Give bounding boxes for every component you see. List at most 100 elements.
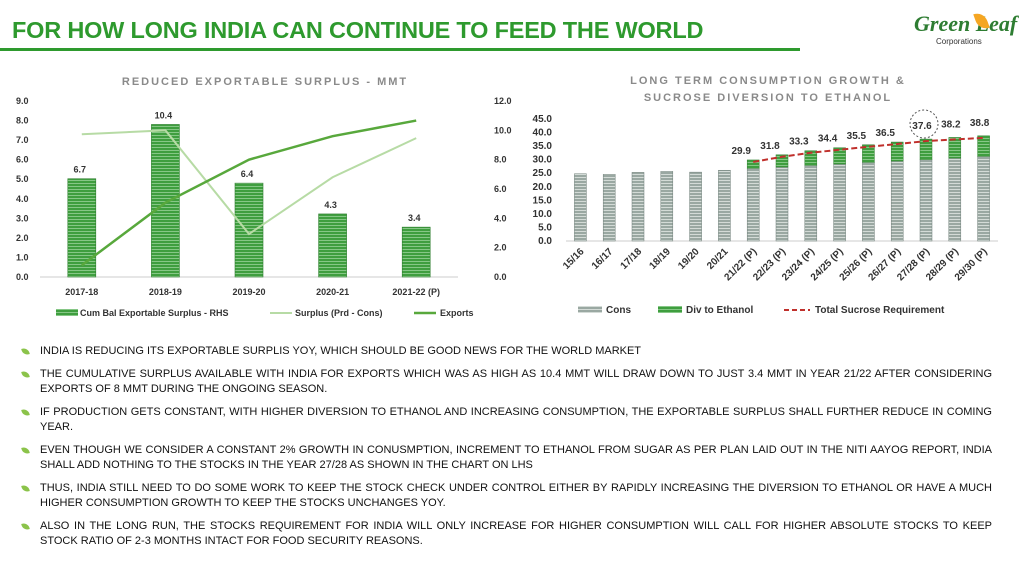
- bullet-text: THUS, INDIA STILL NEED TO DO SOME WORK T…: [40, 482, 992, 509]
- left-axis-tick: 7.0: [16, 135, 29, 145]
- commentary-list: INDIA IS REDUCING ITS EXPORTABLE SURPLIS…: [21, 344, 992, 557]
- ethanol-diversion-bar: [804, 150, 818, 166]
- y-axis-tick: 35.0: [533, 141, 553, 152]
- legend-swatch-cum-surplus: [56, 309, 78, 316]
- ethanol-diversion-bar: [919, 138, 933, 160]
- ethanol-diversion-bar: [862, 144, 875, 163]
- ethanol-diversion-bar: [890, 141, 904, 162]
- bullet-text: EVEN THOUGH WE CONSIDER A CONSTANT 2% GR…: [40, 444, 992, 471]
- cum-surplus-bar: [401, 226, 431, 278]
- total-requirement-label: 36.5: [875, 128, 895, 139]
- total-requirement-label: 38.8: [970, 118, 990, 129]
- right-axis-tick: 4.0: [494, 213, 507, 223]
- total-requirement-label: 33.3: [789, 137, 809, 148]
- total-requirement-label: 31.8: [760, 141, 780, 152]
- y-axis-tick: 0.0: [538, 236, 552, 247]
- x-category-label: 18/19: [647, 246, 673, 272]
- y-axis-tick: 30.0: [533, 155, 553, 166]
- logo-subtitle: Corporations: [936, 37, 982, 46]
- ethanol-diversion-bar: [746, 159, 760, 169]
- x-category-label: 2021-22 (P): [392, 287, 440, 297]
- consumption-growth-chart: LONG TERM CONSUMPTION GROWTH & SUCROSE D…: [533, 75, 998, 316]
- left-axis-tick: 2.0: [16, 233, 29, 243]
- left-axis-tick: 8.0: [16, 116, 29, 126]
- cum-surplus-bar-label: 10.4: [155, 110, 173, 120]
- leaf-bullet-icon: [21, 446, 30, 455]
- right-axis-tick: 12.0: [494, 96, 512, 106]
- y-axis-tick: 45.0: [533, 114, 553, 125]
- cum-surplus-bar: [67, 178, 97, 278]
- total-requirement-line: [753, 136, 984, 163]
- left-axis-tick: 0.0: [16, 272, 29, 282]
- right-axis-tick: 10.0: [494, 125, 512, 135]
- cons-bar: [574, 173, 587, 242]
- y-axis-tick: 20.0: [533, 182, 553, 193]
- cum-surplus-bar: [318, 213, 347, 278]
- cum-surplus-bar: [234, 182, 264, 278]
- leaf-bullet-icon: [21, 347, 30, 356]
- leaf-bullet-icon: [21, 408, 30, 417]
- cum-surplus-bar: [151, 124, 180, 278]
- y-axis-tick: 5.0: [538, 222, 552, 233]
- total-requirement-label: 38.2: [941, 119, 961, 130]
- left-axis-tick: 5.0: [16, 174, 29, 184]
- ethanol-diversion-bar: [977, 135, 990, 157]
- cons-bar: [660, 171, 674, 242]
- highlight-circle: [909, 109, 939, 139]
- right-axis-tick: 6.0: [494, 184, 507, 194]
- company-logo: Green Leaf Corporations: [900, 8, 1020, 52]
- cons-bar: [804, 165, 818, 242]
- chart2-title-line2: SUCROSE DIVERSION TO ETHANOL: [644, 92, 892, 104]
- cons-bar: [775, 166, 789, 242]
- right-axis-tick: 0.0: [494, 272, 507, 282]
- x-category-label: 2018-19: [149, 287, 182, 297]
- cons-bar: [689, 171, 702, 242]
- right-axis-tick: 2.0: [494, 243, 507, 253]
- legend-swatch-ethanol: [658, 306, 682, 313]
- x-category-label: 15/16: [561, 246, 587, 272]
- left-axis-tick: 6.0: [16, 155, 29, 165]
- x-category-label: 2019-20: [232, 287, 265, 297]
- left-axis-tick: 1.0: [16, 252, 29, 262]
- cum-surplus-bar-label: 6.4: [241, 169, 254, 179]
- leaf-bullet-icon: [21, 370, 30, 379]
- cons-bar: [890, 160, 904, 242]
- exports-line: [81, 119, 417, 267]
- bullet-text: ALSO IN THE LONG RUN, THE STOCKS REQUIRE…: [40, 520, 992, 547]
- total-requirement-label: 29.9: [731, 146, 751, 157]
- logo-wordmark: Green Leaf: [914, 11, 1018, 36]
- legend-label-total: Total Sucrose Requirement: [815, 305, 945, 316]
- cum-surplus-bar-label: 3.4: [408, 213, 421, 223]
- left-axis-tick: 9.0: [16, 96, 29, 106]
- total-requirement-label: 35.5: [847, 131, 867, 142]
- cons-bar: [977, 156, 990, 242]
- cons-bar: [746, 168, 760, 242]
- left-axis-tick: 4.0: [16, 194, 29, 204]
- y-axis-tick: 15.0: [533, 195, 553, 206]
- x-category-label: 2020-21: [316, 287, 349, 297]
- title-underline: [0, 48, 800, 51]
- legend-label-cum-surplus: Cum Bal Exportable Surplus - RHS: [80, 308, 229, 318]
- right-axis-tick: 8.0: [494, 155, 507, 165]
- x-category-label: 20/21: [705, 246, 731, 272]
- cons-bar: [862, 162, 875, 242]
- legend-swatch-cons: [578, 306, 602, 313]
- exportable-surplus-chart: REDUCED EXPORTABLE SURPLUS - MMT 0.0 1.0 2…: [16, 76, 512, 318]
- bullet-point: ALSO IN THE LONG RUN, THE STOCKS REQUIRE…: [21, 519, 992, 549]
- chart1-title: REDUCED EXPORTABLE SURPLUS - MMT: [122, 76, 408, 88]
- y-axis-tick: 40.0: [533, 128, 553, 139]
- y-axis-tick: 25.0: [533, 168, 553, 179]
- total-requirement-label: 34.4: [818, 134, 838, 145]
- bullet-point: INDIA IS REDUCING ITS EXPORTABLE SURPLIS…: [21, 344, 992, 359]
- bullet-point: EVEN THOUGH WE CONSIDER A CONSTANT 2% GR…: [21, 443, 992, 473]
- cum-surplus-bar-label: 4.3: [324, 200, 337, 210]
- y-axis-tick: 10.0: [533, 209, 553, 220]
- cons-bar: [833, 163, 846, 242]
- legend-label-surplus: Surplus (Prd - Cons): [295, 308, 383, 318]
- leaf-bullet-icon: [21, 522, 30, 531]
- surplus-line: [81, 129, 417, 236]
- bullet-point: THUS, INDIA STILL NEED TO DO SOME WORK T…: [21, 481, 992, 511]
- cons-bar: [718, 169, 731, 242]
- bullet-text: INDIA IS REDUCING ITS EXPORTABLE SURPLIS…: [40, 345, 642, 357]
- leaf-bullet-icon: [21, 484, 30, 493]
